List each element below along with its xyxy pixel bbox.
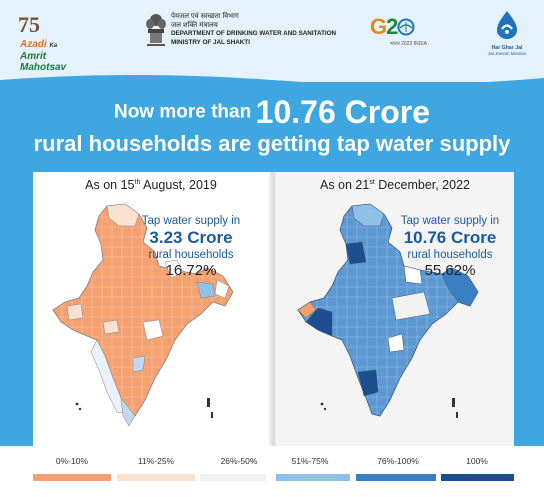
stat-unit: rural households (148, 249, 234, 261)
header-banner: 75 Azadi Ka Amrit Mahotsav पेयजल एवं स्व… (0, 0, 544, 94)
g20-logo-g: G (370, 14, 387, 39)
india-district-map-2022 (297, 203, 479, 418)
panel-date-prefix: As on 15 (85, 178, 135, 192)
azadi-logo-line1: Azadi (20, 39, 47, 50)
header-wave-divider (0, 75, 544, 94)
har-ghar-jal-line2: Jal Jeevan Mission (487, 51, 527, 56)
legend-swatch-0 (33, 474, 111, 481)
panel-stat-block: Tap water supply in 10.76 Crore rural ho… (390, 214, 510, 280)
headline-prefix: Now more than (113, 101, 252, 123)
har-ghar-jal-logo: Har Ghar Jal Jal Jeevan Mission (487, 10, 527, 66)
legend-label-5: 100% (466, 456, 488, 466)
ministry-english-line2: MINISTRY OF JAL SHAKTI (171, 38, 250, 46)
g20-logo-subtitle: भारत 2023 INDIA (390, 41, 427, 47)
legend-swatch-2 (200, 474, 266, 481)
stat-percent: 16.72% (165, 262, 217, 279)
stat-percent: 55.62% (424, 262, 476, 279)
g20-logo: G2 भारत 2023 INDIA (370, 14, 432, 50)
legend-label-4: 76%-100% (377, 456, 419, 466)
legend-swatch-5 (441, 474, 514, 481)
panel-date-rest: December, 2022 (374, 178, 470, 192)
legend-label-2: 26%-50% (220, 456, 258, 466)
map-panel-2022: As on 21st December, 2022 (276, 172, 514, 446)
lotus-globe-icon (397, 18, 415, 36)
ministry-hindi-line2: जल शक्ति मंत्रालय (171, 21, 218, 29)
panel-date-prefix: As on 21 (320, 178, 370, 192)
panel-date: As on 21st December, 2022 (276, 178, 514, 192)
stat-label: Tap water supply in (400, 215, 500, 227)
legend-label-3: 51%-75% (291, 456, 329, 466)
azadi-logo-ka: Ka (49, 43, 58, 49)
stat-unit: rural households (407, 249, 493, 261)
map-legend: 0%-10% 11%-25% 26%-50% 51%-75% 76%-100% … (0, 446, 544, 497)
ministry-logo: पेयजल एवं स्वच्छता विभाग जल शक्ति मंत्रा… (145, 12, 336, 56)
legend-swatch-1 (117, 474, 195, 481)
legend-label-1: 11%-25% (137, 456, 175, 466)
panel-date: As on 15th August, 2019 (33, 178, 269, 192)
ministry-english-line1: DEPARTMENT OF DRINKING WATER AND SANITAT… (171, 30, 337, 37)
panel-date-rest: August, 2019 (140, 178, 217, 192)
panel-stat-block: Tap water supply in 3.23 Crore rural hou… (131, 214, 251, 280)
stat-value: 3.23 Crore (149, 228, 233, 247)
headline-line2: rural households are getting tap water s… (33, 131, 511, 156)
stat-label: Tap water supply in (141, 215, 241, 227)
azadi-logo-number: 75 (18, 12, 40, 37)
azadi-ka-amrit-mahotsav-logo: 75 Azadi Ka Amrit Mahotsav (18, 12, 88, 73)
water-drop-icon (497, 11, 517, 39)
legend-swatch-3 (276, 474, 350, 481)
har-ghar-jal-line1: Har Ghar Jal (491, 45, 523, 51)
national-emblem-icon (146, 14, 166, 46)
map-panel-2019: As on 15th August, 2019 (33, 172, 269, 446)
azadi-logo-line2: Amrit Mahotsav (20, 51, 67, 73)
panel-date-suffix-ordinal: st (369, 178, 375, 186)
headline-line1: Now more than 10.76 Crore (0, 94, 544, 131)
page-fold (268, 172, 278, 446)
legend-swatch-4 (356, 474, 436, 481)
stat-value: 10.76 Crore (403, 228, 497, 247)
headline-figure: 10.76 Crore (255, 94, 430, 130)
ministry-hindi-line1: पेयजल एवं स्वच्छता विभाग (171, 13, 239, 20)
legend-label-0: 0%-10% (55, 456, 89, 466)
panel-date-suffix-ordinal: th (134, 178, 141, 186)
g20-logo-two: 2 (386, 14, 398, 39)
india-district-map-2019 (52, 203, 234, 427)
